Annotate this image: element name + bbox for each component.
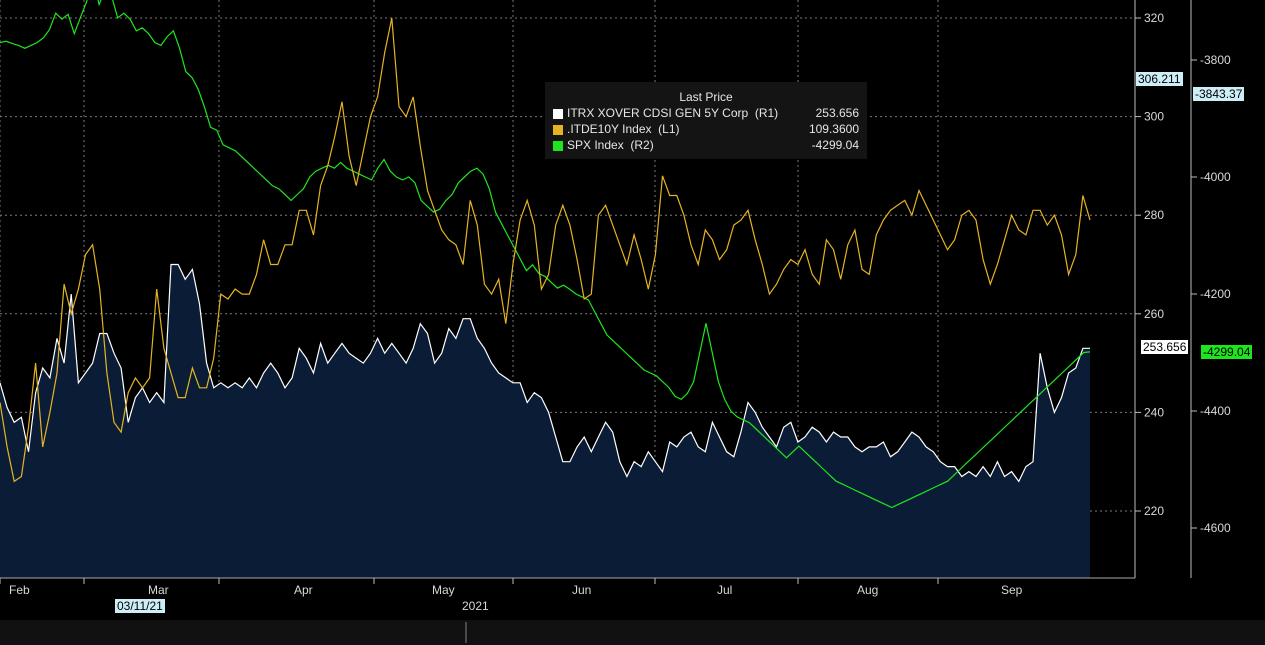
cursor-date-tag: 03/11/21 — [115, 599, 165, 613]
x-tick-label: Jun — [572, 583, 591, 597]
r1-crosshair-value-tag: 306.211 — [1136, 72, 1183, 86]
legend-label-itrx: ITRX XOVER CDSI GEN 5Y Corp (R1) — [567, 106, 779, 120]
r1-tick-label: 260 — [1144, 307, 1164, 321]
r2-tick-label: -4200 — [1200, 287, 1231, 301]
r2-tick-label: -4000 — [1200, 170, 1231, 184]
legend-label-spx: SPX Index (R2) — [567, 138, 654, 152]
r2-tick-label: -4600 — [1200, 521, 1231, 535]
x-tick-label: May — [432, 583, 455, 597]
legend-label-itde10y: .ITDE10Y Index (L1) — [567, 122, 680, 136]
r2-tick-label: -4400 — [1200, 404, 1231, 418]
r1-tick-label: 320 — [1144, 11, 1164, 25]
right-axis-2: -3800 -4000 -4200 -4400 -4600 — [1191, 53, 1231, 535]
x-tick-label: Jul — [717, 583, 732, 597]
x-axis: Feb Mar Apr May Jun Jul Aug Sep 2021 — [0, 578, 1023, 613]
legend-value-itrx: 253.656 — [815, 106, 859, 120]
chart-legend: Last Price ITRX XOVER CDSI GEN 5Y Corp (… — [545, 82, 867, 159]
x-tick-label: Sep — [1001, 583, 1023, 597]
bottom-toolbar — [0, 620, 1265, 645]
legend-item-spx: SPX Index (R2) -4299.04 — [553, 138, 859, 154]
legend-item-itde10y: .ITDE10Y Index (L1) 109.3600 — [553, 122, 859, 138]
itde10y-series-line — [0, 17, 1091, 483]
legend-value-spx: -4299.04 — [811, 138, 859, 152]
r1-last-value-tag: 253.656 — [1141, 340, 1189, 354]
right-axis-1: 220 240 260 280 300 320 — [1135, 11, 1164, 518]
x-tick-label: Feb — [9, 583, 30, 597]
x-tick-label: Aug — [857, 583, 878, 597]
legend-item-itrx: ITRX XOVER CDSI GEN 5Y Corp (R1) 253.656 — [553, 106, 859, 122]
r1-tick-label: 300 — [1144, 110, 1164, 124]
legend-swatch-spx — [553, 141, 563, 151]
r2-crosshair-value-tag: -3843.37 — [1193, 87, 1245, 101]
x-tick-label: Apr — [294, 583, 313, 597]
legend-value-itde10y: 109.3600 — [808, 122, 859, 136]
r2-last-value-tag: -4299.04 — [1201, 345, 1253, 359]
r1-tick-label: 240 — [1144, 405, 1164, 419]
legend-swatch-itrx — [553, 109, 563, 119]
bottom-toolbar-divider — [465, 622, 467, 643]
r2-tick-label: -3800 — [1200, 53, 1231, 67]
x-year-label: 2021 — [462, 599, 489, 613]
itrx-series-line — [0, 263, 1090, 483]
r1-tick-label: 220 — [1144, 504, 1164, 518]
legend-swatch-itde10y — [553, 125, 563, 135]
itrx-area-fill — [0, 264, 1090, 578]
r1-tick-label: 280 — [1144, 208, 1164, 222]
x-tick-label: Mar — [148, 583, 169, 597]
spx-series-line — [0, 0, 1091, 509]
legend-title: Last Price — [679, 90, 733, 104]
